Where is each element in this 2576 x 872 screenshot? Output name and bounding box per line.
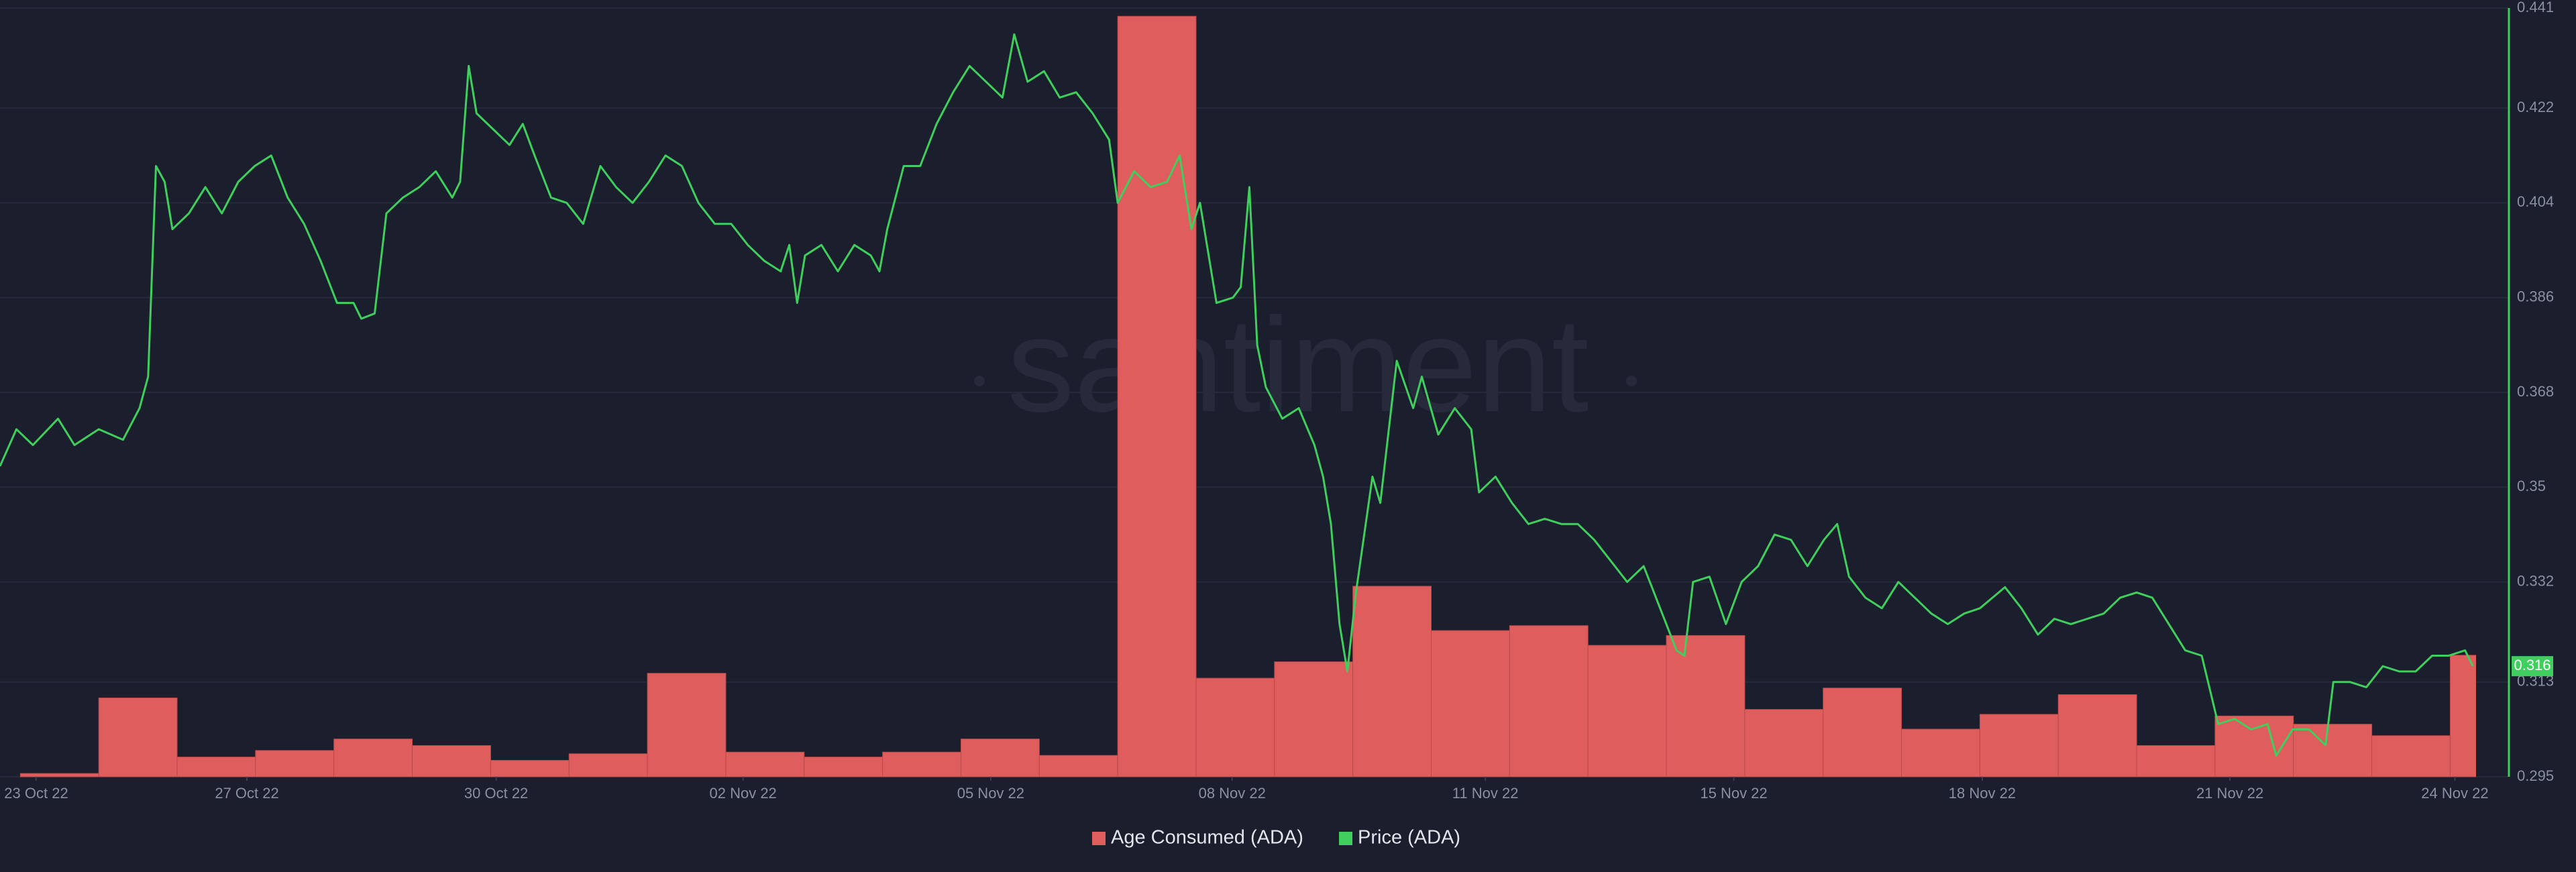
x-tick-label: 23 Oct 22 — [4, 785, 68, 802]
x-tick-label: 02 Nov 22 — [710, 785, 777, 802]
last-value-label: 0.316 — [2514, 657, 2551, 673]
bar — [1038, 755, 1118, 777]
x-tick-label: 15 Nov 22 — [1700, 785, 1767, 802]
bar — [98, 697, 178, 777]
bar — [2449, 655, 2476, 777]
bar — [176, 757, 256, 777]
bar — [1823, 688, 1902, 777]
bar — [2371, 735, 2451, 777]
legend-label: Price (ADA) — [1358, 827, 1460, 849]
bar — [804, 757, 883, 777]
bar — [490, 760, 570, 777]
bar — [1195, 677, 1275, 777]
watermark-dot — [974, 376, 985, 386]
legend-label: Age Consumed (ADA) — [1111, 827, 1303, 849]
price-line — [0, 33, 2474, 757]
bar — [1666, 635, 1746, 777]
bar — [1901, 728, 1980, 777]
lines — [0, 33, 2474, 757]
legend: Age Consumed (ADA) Price (ADA) — [1092, 827, 1460, 849]
y-tick-label: 0.35 — [2517, 478, 2546, 494]
bar — [1431, 630, 1510, 777]
last-value-badge — [2512, 656, 2553, 677]
bar — [255, 750, 335, 777]
y-tick-label: 0.295 — [2517, 767, 2554, 784]
y-tick-label: 0.386 — [2517, 288, 2554, 305]
bar — [2214, 715, 2294, 777]
watermark-dot — [1626, 376, 1637, 386]
bar — [647, 673, 727, 777]
y-tick-label: 0.368 — [2517, 383, 2554, 400]
legend-swatch — [1092, 832, 1106, 845]
bar — [1979, 714, 2059, 777]
y-tick-label: 0.422 — [2517, 99, 2554, 115]
y-tick-label: 0.332 — [2517, 572, 2554, 589]
bar — [568, 753, 648, 777]
legend-swatch — [1339, 832, 1352, 845]
bar — [1587, 645, 1667, 777]
watermark: santiment — [1007, 290, 1589, 440]
bar — [1744, 709, 1824, 777]
x-tick-label: 08 Nov 22 — [1199, 785, 1266, 802]
bar — [1352, 586, 1432, 777]
bar — [2136, 745, 2216, 777]
x-tick-label: 18 Nov 22 — [1949, 785, 2016, 802]
bar — [882, 751, 961, 777]
bar — [2057, 694, 2137, 777]
bar — [960, 739, 1040, 777]
x-tick-label: 05 Nov 22 — [957, 785, 1024, 802]
bars — [19, 15, 2476, 777]
bar — [1274, 661, 1354, 777]
y-tick-label: 0.404 — [2517, 193, 2554, 210]
axes: 0.2950.3130.3320.350.3680.3860.4040.4220… — [4, 0, 2554, 802]
bar — [2293, 724, 2373, 777]
bar — [1509, 625, 1589, 777]
bar — [412, 745, 491, 777]
bar — [333, 739, 413, 777]
bar — [1117, 15, 1197, 777]
y-tick-label: 0.441 — [2517, 0, 2554, 15]
bar — [725, 751, 805, 777]
bar — [19, 773, 99, 777]
x-tick-label: 24 Nov 22 — [2421, 785, 2488, 802]
x-tick-label: 21 Nov 22 — [2196, 785, 2263, 802]
x-tick-label: 27 Oct 22 — [215, 785, 278, 802]
x-tick-label: 30 Oct 22 — [464, 785, 528, 802]
x-tick-label: 11 Nov 22 — [1452, 785, 1519, 802]
